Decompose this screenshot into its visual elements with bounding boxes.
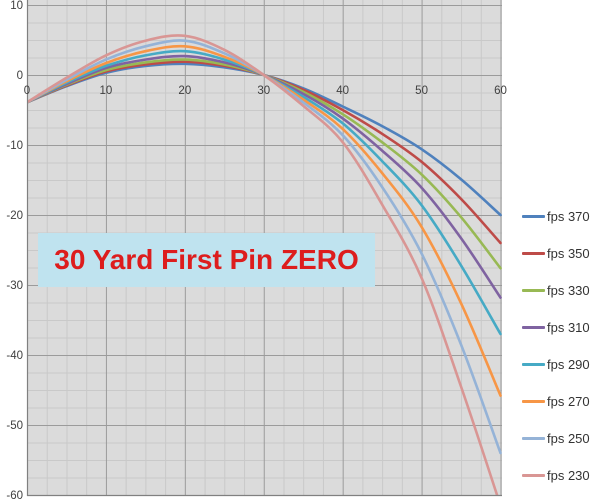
legend-item: fps 370 [522,198,600,235]
legend-label: fps 370 [547,209,590,224]
legend-label: fps 270 [547,394,590,409]
legend-item: fps 350 [522,235,600,272]
legend-swatch-fps-310 [522,326,545,329]
x-axis-label: 0 [24,85,30,97]
legend-label: fps 310 [547,320,590,335]
legend-item: fps 290 [522,346,600,383]
annotation-text: 30 Yard First Pin ZERO [54,244,359,275]
legend-label: fps 250 [547,431,590,446]
legend-label: fps 230 [547,468,590,483]
x-axis-label: 20 [178,85,191,97]
y-axis-label: -20 [6,210,23,222]
legend-item: fps 270 [522,383,600,420]
legend-swatch-fps-370 [522,215,545,218]
legend-item: fps 310 [522,309,600,346]
legend-item: fps 330 [522,272,600,309]
y-axis-label: 10 [10,0,23,12]
legend-item: fps 230 [522,457,600,494]
x-axis-label: 50 [415,85,428,97]
legend-label: fps 290 [547,357,590,372]
legend-label: fps 350 [547,246,590,261]
legend-swatch-fps-270 [522,400,545,403]
legend-swatch-fps-330 [522,289,545,292]
x-axis-label: 30 [257,85,270,97]
legend-swatch-fps-230 [522,474,545,477]
x-axis-label: 60 [494,85,507,97]
y-axis-label: -50 [6,420,23,432]
y-axis-tick-labels: 10 0 -10 -20 -30 -40 -50 -60 [6,0,23,501]
y-axis-label: -30 [6,280,23,292]
y-axis-label: -60 [6,490,23,501]
x-axis-label: 10 [100,85,113,97]
curve-fps-230 [27,34,499,496]
legend-item: fps 250 [522,420,600,457]
legend-swatch-fps-290 [522,363,545,366]
annotation-box: 30 Yard First Pin ZERO [38,233,375,287]
legend-swatch-fps-350 [522,252,545,255]
y-axis-label: -10 [6,140,23,152]
y-axis-label: 0 [17,70,23,82]
series-curves [27,34,502,496]
legend-swatch-fps-250 [522,437,545,440]
x-axis-label: 40 [336,85,349,97]
x-axis-tick-labels: 0 10 20 30 40 50 60 [24,85,507,97]
y-axis-label: -40 [6,350,23,362]
legend: fps 370 fps 350 fps 330 fps 310 fps 290 fps 2… [522,198,600,494]
legend-label: fps 330 [547,283,590,298]
